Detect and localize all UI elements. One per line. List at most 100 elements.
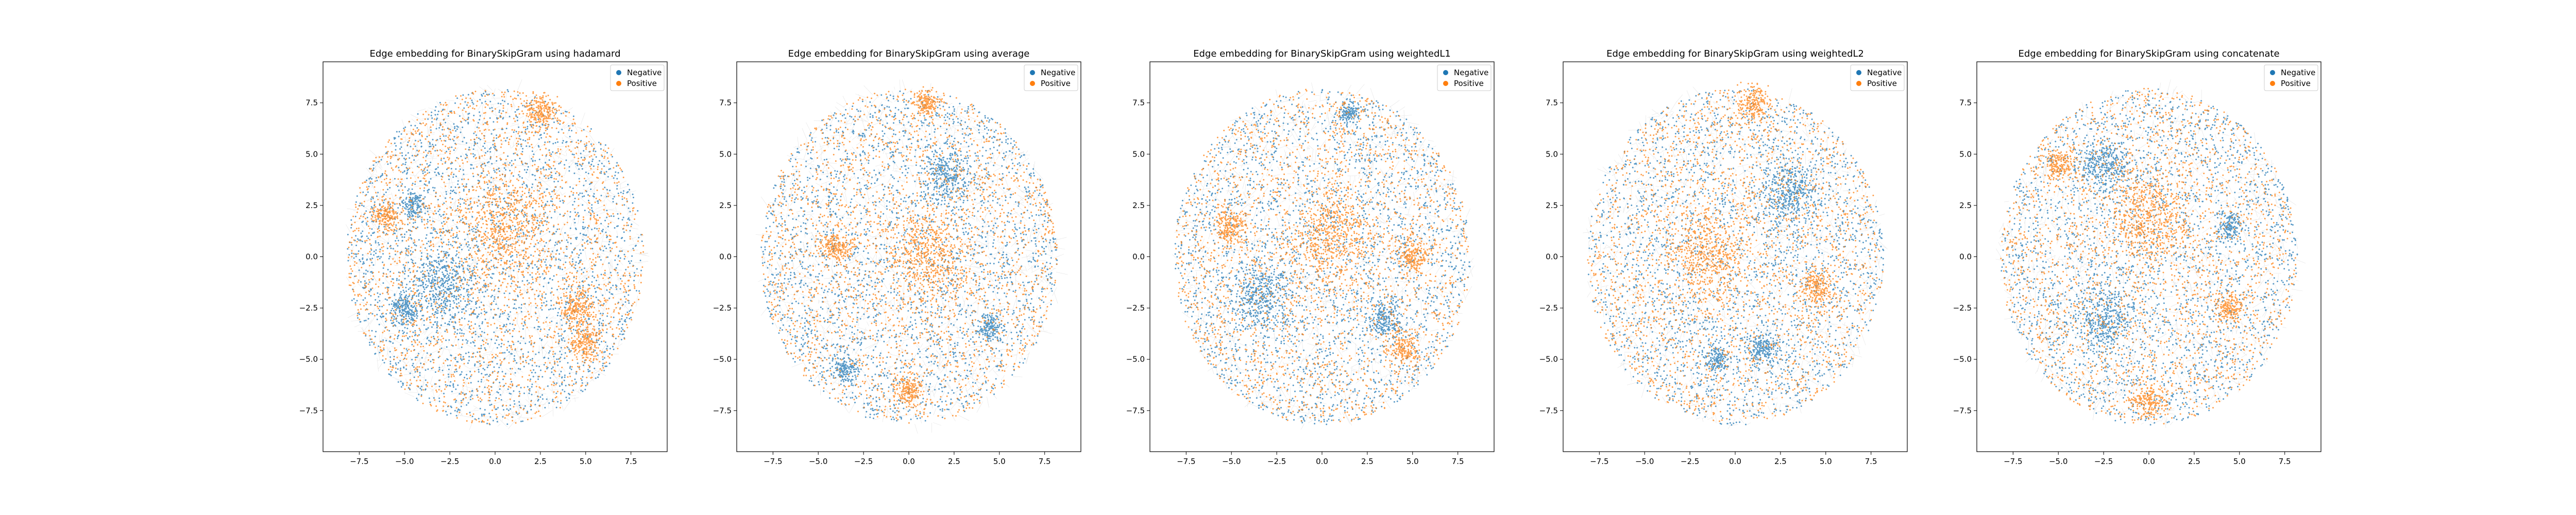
plot-area <box>346 79 650 431</box>
y-tick-label: 0.0 <box>1959 252 1972 262</box>
x-tick-label: 5.0 <box>1820 457 1832 466</box>
x-tick-label: −5.0 <box>2049 457 2067 466</box>
legend-box <box>1850 64 1905 91</box>
y-tick-label: 7.5 <box>1959 98 1972 108</box>
legend-label-negative: Negative <box>2281 68 2315 77</box>
x-tick-label: 0.0 <box>1316 457 1328 466</box>
subplot-2: Edge embedding for BinarySkipGram using … <box>713 48 1081 466</box>
y-tick-label: 5.0 <box>1132 149 1145 159</box>
points-negative <box>1587 88 1885 426</box>
legend: Negative Positive <box>1024 64 1078 91</box>
x-tick-label: −2.5 <box>2094 457 2113 466</box>
y-tick-label: 2.5 <box>719 201 732 210</box>
legend-label-positive: Positive <box>1867 79 1897 88</box>
y-tick-label: −2.5 <box>299 303 318 313</box>
y-tick-label: −7.5 <box>1539 406 1558 415</box>
legend-marker-positive <box>616 81 621 86</box>
x-tick-label: 2.5 <box>1774 457 1787 466</box>
legend-marker-negative <box>616 70 621 75</box>
legend: Negative Positive <box>1437 64 1492 91</box>
legend-marker-negative <box>1030 70 1035 75</box>
y-tick-label: 2.5 <box>1959 201 1972 210</box>
legend-marker-negative <box>2270 70 2275 75</box>
legend-label-positive: Positive <box>1454 79 1484 88</box>
x-tick-label: 7.5 <box>2279 457 2291 466</box>
legend-marker-positive <box>1856 81 1861 86</box>
legend-label-negative: Negative <box>1454 68 1488 77</box>
y-tick-label: −2.5 <box>713 303 732 313</box>
chart-title: Edge embedding for BinarySkipGram using … <box>369 48 620 59</box>
y-tick-label: 5.0 <box>1546 149 1558 159</box>
x-tick-label: 5.0 <box>1406 457 1419 466</box>
edge-paths <box>346 79 650 431</box>
y-tick-label: 7.5 <box>1546 98 1558 108</box>
legend-marker-positive <box>1443 81 1448 86</box>
points-positive <box>1175 89 1469 423</box>
x-tick-label: 7.5 <box>1865 457 1877 466</box>
legend-label-positive: Positive <box>1041 79 1071 88</box>
y-tick-label: −5.0 <box>713 355 732 364</box>
subplot-4: Edge embedding for BinarySkipGram using … <box>1539 48 1908 466</box>
plot-area <box>1995 79 2306 428</box>
y-tick-label: 2.5 <box>1132 201 1145 210</box>
y-tick-label: 0.0 <box>719 252 732 262</box>
legend-marker-positive <box>1030 81 1035 86</box>
legend-box <box>610 64 665 91</box>
x-tick-label: 2.5 <box>948 457 960 466</box>
edge-paths <box>755 79 1068 434</box>
y-tick-label: −2.5 <box>1953 303 1972 313</box>
x-tick-label: −5.0 <box>1222 457 1241 466</box>
points-negative <box>760 90 1058 422</box>
x-tick-label: −7.5 <box>2004 457 2022 466</box>
x-tick-label: 7.5 <box>625 457 637 466</box>
axes-frame <box>323 61 668 452</box>
legend-label-negative: Negative <box>1867 68 1902 77</box>
y-tick-label: 2.5 <box>1546 201 1558 210</box>
plot-area <box>1583 81 1888 429</box>
x-tick-label: −7.5 <box>1177 457 1195 466</box>
points-positive <box>2000 88 2297 425</box>
legend: Negative Positive <box>1850 64 1905 91</box>
series-positive <box>1587 81 1884 422</box>
y-tick-label: 0.0 <box>306 252 318 262</box>
y-tick-label: 5.0 <box>306 149 318 159</box>
x-tick-label: −7.5 <box>1590 457 1608 466</box>
series-positive <box>347 90 645 425</box>
points-negative <box>347 89 643 425</box>
legend: Negative Positive <box>610 64 665 91</box>
x-tick-label: 5.0 <box>2233 457 2246 466</box>
legend-box <box>1437 64 1492 91</box>
x-tick-label: −5.0 <box>809 457 827 466</box>
x-tick-label: 2.5 <box>2188 457 2200 466</box>
y-tick-label: −5.0 <box>1539 355 1558 364</box>
legend-box <box>1024 64 1078 91</box>
plot-area <box>755 79 1068 434</box>
y-tick-label: 7.5 <box>1132 98 1145 108</box>
chart-title: Edge embedding for BinarySkipGram using … <box>2018 48 2279 59</box>
x-tick-label: −7.5 <box>764 457 782 466</box>
legend-box <box>2264 64 2318 91</box>
chart-title: Edge embedding for BinarySkipGram using … <box>788 48 1030 59</box>
y-tick-label: −7.5 <box>1126 406 1145 415</box>
x-tick-label: 0.0 <box>903 457 915 466</box>
chart-title: Edge embedding for BinarySkipGram using … <box>1193 48 1451 59</box>
x-tick-label: 7.5 <box>1452 457 1464 466</box>
x-tick-label: 0.0 <box>489 457 501 466</box>
legend-label-positive: Positive <box>627 79 657 88</box>
series-positive <box>761 86 1058 424</box>
series-positive <box>1175 89 1469 423</box>
points-positive <box>1587 81 1884 422</box>
chart-title: Edge embedding for BinarySkipGram using … <box>1606 48 1864 59</box>
x-tick-label: −2.5 <box>440 457 459 466</box>
points-positive <box>761 86 1058 424</box>
subplot-1: Edge embedding for BinarySkipGram using … <box>299 48 668 466</box>
y-tick-label: −5.0 <box>1953 355 1972 364</box>
x-tick-label: 2.5 <box>1361 457 1374 466</box>
x-tick-label: 0.0 <box>1729 457 1741 466</box>
y-tick-label: −7.5 <box>299 406 318 415</box>
x-tick-label: 7.5 <box>1039 457 1051 466</box>
legend-marker-positive <box>2270 81 2275 86</box>
x-tick-label: −2.5 <box>1681 457 1699 466</box>
y-tick-label: −2.5 <box>1126 303 1145 313</box>
